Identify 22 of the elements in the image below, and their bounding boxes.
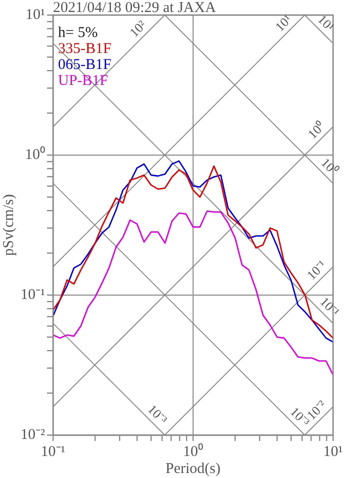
text: 065-B1F bbox=[58, 57, 112, 73]
annotation: 10⁻¹ bbox=[317, 294, 343, 320]
x-tick-label: 10⁻¹ bbox=[40, 444, 66, 460]
annotation: 10¹ bbox=[272, 12, 295, 34]
annotation: 10⁻¹ bbox=[304, 257, 330, 283]
annotation: 10⁰ bbox=[304, 118, 328, 142]
y-tick-label: 10⁻² bbox=[20, 426, 46, 443]
text: 335-B1F bbox=[58, 41, 112, 57]
x-tick-label: 10⁰ bbox=[183, 442, 203, 460]
y-tick-label: 10⁰ bbox=[25, 146, 45, 163]
annotation: 10¹ bbox=[314, 12, 338, 34]
chart-title: 2021/04/18 09:29 at JAXA bbox=[53, 0, 216, 16]
y-axis-title: pSv(cm/s) bbox=[0, 194, 17, 256]
x-tick-label: 10¹ bbox=[323, 444, 343, 460]
annotation: h= 5% bbox=[58, 25, 98, 41]
x-axis-title: Period(s) bbox=[166, 460, 220, 477]
annotation: 10⁰ bbox=[318, 154, 342, 178]
y-tick-label: 10¹ bbox=[26, 6, 45, 23]
y-tick-label: 10⁻¹ bbox=[20, 286, 45, 303]
annotation: 10² bbox=[126, 17, 150, 40]
text: UP-B1F bbox=[58, 73, 108, 89]
annotation: 10⁻³ bbox=[144, 401, 170, 427]
